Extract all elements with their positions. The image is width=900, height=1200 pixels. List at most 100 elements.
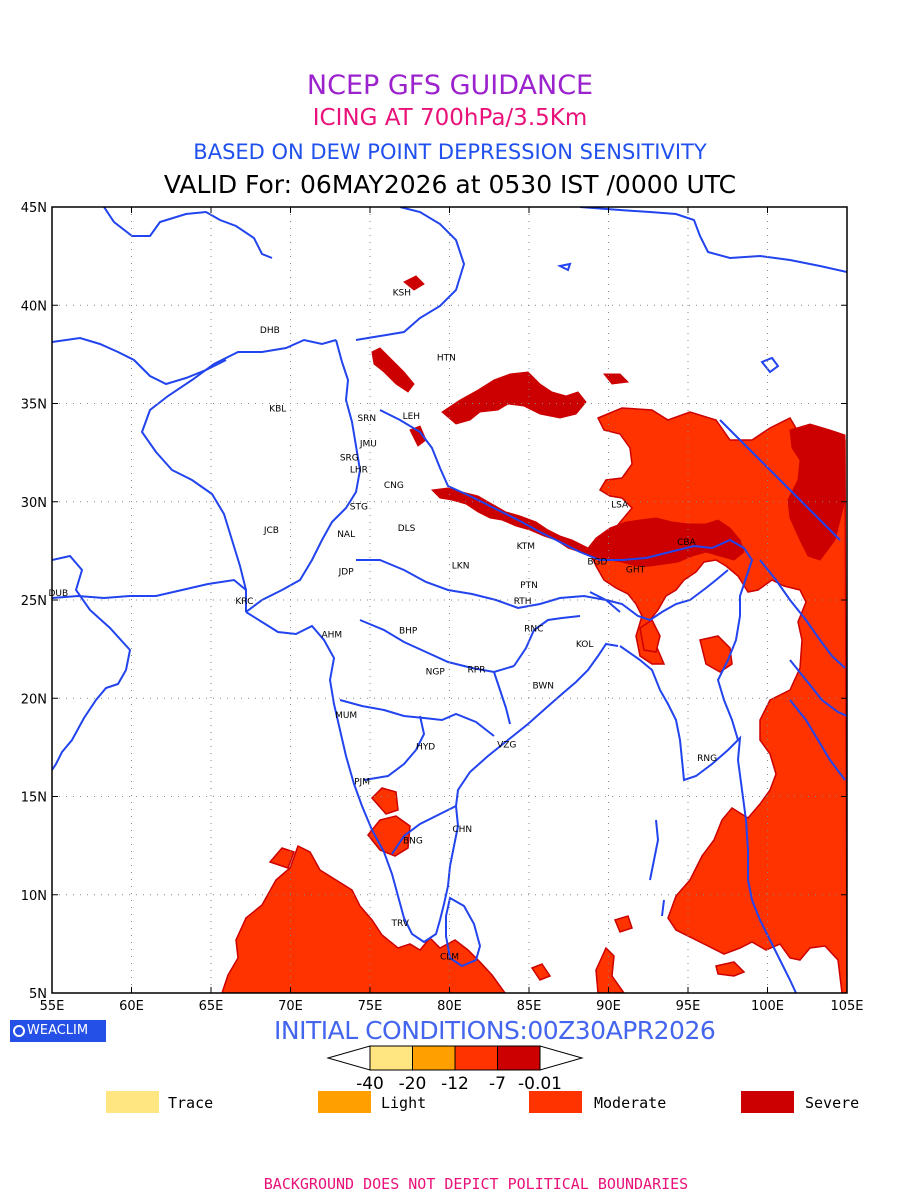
title-product: ICING AT 700hPa/3.5Km: [312, 105, 588, 131]
station-label: LSA: [611, 501, 629, 511]
station-label: CHN: [452, 825, 472, 835]
weaclim-globe-icon: [13, 1024, 25, 1037]
station-label: CNG: [384, 481, 404, 491]
weaclim-logo: WEACLIM: [10, 1020, 106, 1042]
lat-tick-label: 40N: [21, 299, 47, 314]
legend-swatch-trace: [106, 1091, 159, 1113]
icing-area-arabian-sea: [221, 844, 506, 993]
legend-label-severe: Severe: [805, 1094, 860, 1112]
lat-tick-label: 35N: [21, 398, 47, 413]
station-label: PJM: [354, 778, 370, 788]
footer-disclaimer: BACKGROUND DOES NOT DEPICT POLITICAL BOU…: [263, 1175, 689, 1193]
lake-2: [556, 262, 572, 272]
lat-tick-label: 15N: [21, 791, 47, 806]
lat-lon-grid: [52, 207, 847, 993]
legend-label-moderate: Moderate: [594, 1094, 667, 1112]
border-himalaya: [355, 207, 466, 341]
lon-tick-label: 85E: [517, 999, 542, 1014]
lat-tick-label: 30N: [21, 496, 47, 511]
icing-area-arabian-sea-2: [268, 847, 295, 869]
station-label: STG: [350, 503, 368, 513]
station-label: AHM: [321, 630, 342, 640]
station-label: DUB: [49, 589, 69, 599]
lat-tick-label: 10N: [21, 889, 47, 904]
severe-icing-areas: [371, 275, 846, 567]
icing-area-sea-small: [530, 963, 552, 981]
severe-area-ladakh: [371, 347, 415, 393]
station-label: HTN: [437, 353, 456, 363]
station-label: DLS: [398, 524, 416, 534]
lon-tick-label: 90E: [596, 999, 621, 1014]
station-label: JCB: [263, 526, 279, 536]
border-myanmar: [716, 615, 741, 741]
station-label: BWN: [533, 681, 555, 691]
lat-tick-label: 25N: [21, 594, 47, 609]
station-label: CLM: [440, 953, 459, 963]
initial-conditions: INITIAL CONDITIONS:00Z30APR2026: [274, 1016, 716, 1045]
lon-tick-label: 80E: [437, 999, 462, 1014]
station-label: RPR: [468, 666, 486, 676]
coastline-gulf: [52, 554, 132, 771]
border-states-3: [339, 699, 495, 737]
legend-swatch-moderate: [529, 1091, 582, 1113]
weaclim-logo-text: WEACLIM: [27, 1023, 89, 1038]
station-label: TRV: [390, 919, 409, 929]
lon-tick-label: 75E: [358, 999, 383, 1014]
station-label: JDP: [338, 567, 355, 577]
legend-swatch-severe: [741, 1091, 794, 1113]
severe-area-tibet-west: [441, 371, 587, 425]
lat-tick-label: 45N: [21, 201, 47, 216]
station-label: JMU: [359, 440, 377, 450]
station-label: GHT: [626, 565, 646, 575]
border-pakistan: [140, 338, 337, 591]
border-india-china: [379, 409, 754, 616]
border-bangladesh: [589, 569, 729, 622]
legend-swatch-light: [318, 1091, 371, 1113]
station-label: KBL: [269, 404, 286, 414]
legend-label-light: Light: [381, 1094, 427, 1112]
station-label: BHP: [399, 626, 418, 636]
severe-area-myanmar-north: [787, 423, 846, 561]
lon-tick-label: 70E: [278, 999, 303, 1014]
title-valid-time: VALID For: 06MAY2026 at 0530 IST /0000 U…: [163, 170, 737, 199]
border-states-6: [513, 615, 581, 667]
coastline-india-west: [245, 611, 619, 944]
icing-area-andaman: [715, 961, 746, 977]
station-label: HYD: [416, 742, 435, 752]
border-northeast: [579, 207, 847, 273]
border-north: [103, 207, 273, 259]
station-label: PTN: [520, 581, 538, 591]
icing-area-sea-small-2: [613, 915, 633, 933]
station-label: CBA: [677, 538, 696, 548]
axis-labels: 55E 60E 65E 70E 75E 80E 85E 90E 95E 100E 105E 45N 40…: [21, 201, 864, 1014]
station-label: RNG: [697, 754, 717, 764]
lon-tick-label: 65E: [199, 999, 224, 1014]
border-states-4: [363, 715, 426, 781]
border-myanmar-east-2: [789, 659, 847, 717]
station-label: RNC: [524, 624, 543, 634]
station-label: KSH: [393, 288, 411, 298]
border-states-2: [359, 619, 515, 674]
coastline-se-asia: [789, 699, 846, 781]
station-label: MUM: [335, 711, 357, 721]
border-states-5: [391, 805, 457, 855]
title-method: BASED ON DEW POINT DEPRESSION SENSITIVIT…: [193, 140, 707, 164]
station-label: VZG: [497, 740, 516, 750]
border-states-1: [356, 559, 621, 613]
lon-tick-label: 95E: [676, 999, 701, 1014]
icing-area-goa: [370, 787, 399, 815]
coastline-sri-lanka: [445, 896, 482, 968]
icing-areas: [221, 275, 847, 993]
lon-tick-label: 55E: [40, 999, 65, 1014]
station-label: KTM: [517, 542, 535, 552]
lon-tick-label: 105E: [830, 999, 863, 1014]
coastline-gulf-oman: [52, 578, 247, 612]
border-central-asia: [52, 336, 227, 386]
lake-1: [760, 356, 780, 374]
axis-ticks: [51, 206, 848, 994]
severe-area-himalaya-belt: [430, 487, 745, 567]
border-myanmar-east: [759, 559, 846, 669]
station-label: NAL: [337, 530, 355, 540]
